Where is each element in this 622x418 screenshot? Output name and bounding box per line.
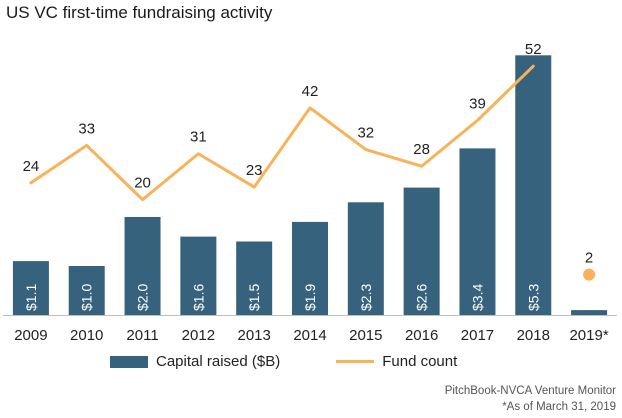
fund-count-label: 31	[190, 129, 207, 146]
source-line: PitchBook-NVCA Venture Monitor	[444, 385, 616, 397]
fund-count-line	[29, 64, 535, 202]
bar-value-label: $3.4	[469, 284, 485, 311]
x-tick-label: 2011	[126, 327, 158, 344]
bar-value-label: $5.3	[525, 284, 541, 311]
fund-count-label: 52	[525, 41, 542, 58]
bar-2015	[347, 202, 384, 315]
x-tick-label: 2015	[349, 327, 382, 344]
fund-count-label: 42	[302, 83, 319, 100]
bar-2013	[236, 241, 273, 315]
bar-value-label: $2.3	[358, 284, 374, 311]
bar-2017	[459, 148, 496, 315]
legend-swatch-fund-count	[336, 360, 375, 363]
fund-count-label: 2	[585, 250, 593, 267]
fund-count-point	[583, 268, 596, 281]
bar-2014	[292, 221, 328, 315]
x-tick-label: 2016	[405, 327, 438, 344]
x-tick-label: 2009	[14, 327, 47, 344]
bar-value-label: $2.6	[414, 284, 430, 311]
bar-value-label: $2.0	[135, 284, 151, 311]
x-tick-label: 2013	[237, 327, 270, 344]
chart-title: US VC first-time fundraising activity	[6, 3, 273, 22]
footnote-line: *As of March 31, 2019	[502, 401, 616, 413]
x-tick-label: 2017	[461, 327, 494, 344]
bar-value-label: $1.5	[246, 284, 262, 311]
fund-count-label: 33	[78, 120, 95, 137]
x-tick-label: 2018	[517, 327, 550, 344]
source-note: PitchBook-NVCA Venture Monitor *As of Ma…	[445, 383, 616, 415]
bar-value-label: $1.0	[79, 284, 95, 311]
x-tick-label: 2014	[293, 327, 326, 344]
legend: Capital raised ($B) Fund count	[110, 353, 513, 370]
x-tick-label: 2012	[182, 327, 215, 344]
legend-swatch-capital	[110, 355, 148, 368]
bar-2009	[12, 261, 49, 315]
bar-value-label: $1.6	[190, 284, 206, 311]
bar-2016	[403, 187, 440, 315]
bar-2018	[515, 55, 552, 316]
fund-count-label: 24	[23, 158, 40, 175]
bar-2012	[180, 236, 217, 315]
legend-label-capital: Capital raised ($B)	[156, 353, 281, 370]
fund-count-label: 23	[246, 162, 263, 179]
fund-count-label: 39	[469, 95, 486, 112]
bar-value-label: $1.1	[23, 284, 39, 311]
bar-2010	[68, 266, 105, 315]
legend-item-fund-count: Fund count	[336, 353, 457, 370]
x-tick-label: 2019*	[569, 327, 608, 344]
fund-count-label: 20	[134, 175, 151, 192]
bar-value-label: $1.9	[302, 284, 318, 311]
fund-count-label: 32	[357, 125, 374, 142]
fund-count-label: 28	[413, 141, 430, 158]
bar-2019*	[571, 310, 608, 315]
bar-2011	[124, 217, 161, 315]
legend-item-capital: Capital raised ($B)	[110, 353, 280, 370]
x-tick-label: 2010	[70, 327, 103, 344]
legend-label-fund-count: Fund count	[382, 353, 458, 370]
